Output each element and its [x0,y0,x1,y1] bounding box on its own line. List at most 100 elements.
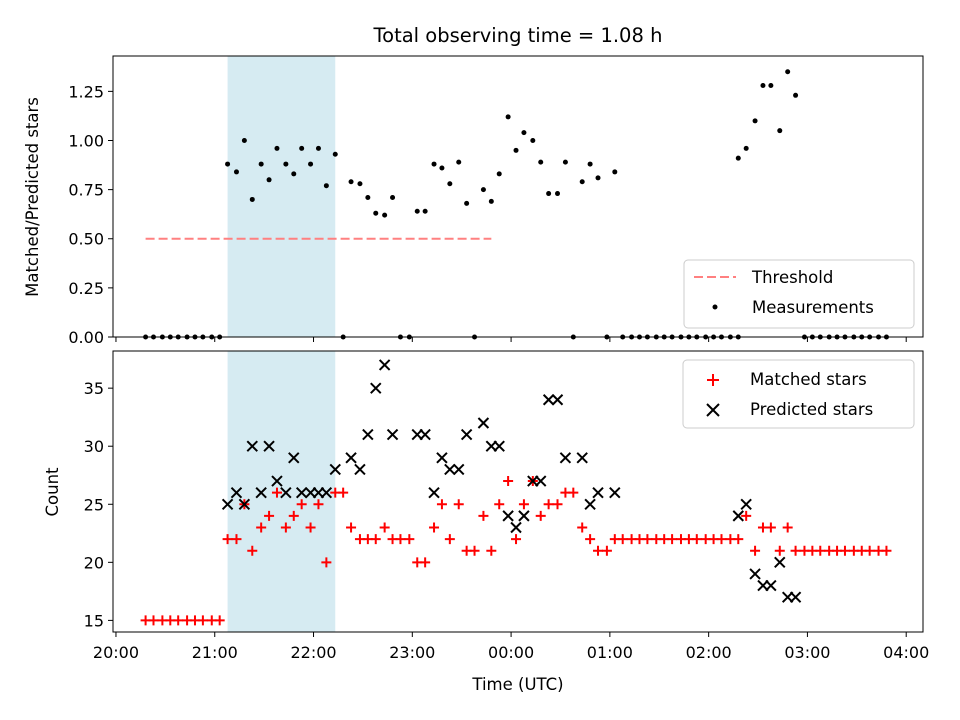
predicted-star-point [370,382,382,394]
matched-star-point [247,545,258,556]
predicted-star-point [542,394,555,406]
predicted-star-point [221,498,234,510]
measurement-point [464,200,470,206]
x-tick-label: 21:00 [192,643,238,662]
measurement-point [612,169,618,175]
matched-star-point [815,545,826,556]
measurement-point [365,194,371,200]
predicted-star-point [419,428,431,441]
measurement-point [373,210,379,216]
matched-star-point [839,545,850,556]
predicted-star-point [320,486,333,499]
matched-star-point [453,499,464,510]
measurement-point [299,145,305,151]
ratio-panel: 0.00 0.25 0.50 0.75 1.00 1.25 Matched/Predict… [23,55,924,347]
measurement-point [266,177,272,183]
y-tick-label: 30 [84,437,104,456]
count-panel: 15 20 25 30 35 20:00 21:00 22:00 23:00 00:00 01:0… [43,350,929,694]
y-tick-label: 15 [84,611,104,630]
matched-star-point [593,545,604,556]
measurement-point [414,208,420,214]
matched-star-point [478,510,489,521]
predicted-star-points [221,359,802,603]
matched-star-point [197,615,208,626]
matched-star-point [280,522,291,533]
measurement-point [456,159,462,165]
y-tick-label: 0.00 [68,328,104,347]
count-axes-frame [112,350,924,633]
matched-star-point [296,499,307,510]
measurement-point [538,159,544,165]
y-tick-label: 0.25 [68,279,104,298]
predicted-star-point [584,498,596,510]
matched-star-point [214,615,225,626]
measurement-point [308,161,314,167]
measurement-points [143,69,889,340]
chart-title: Total observing time = 1.08 h [373,24,663,47]
matched-star-point [256,522,267,533]
measurement-point [357,181,363,187]
y-tick-label: 1.25 [68,82,104,101]
y-tick-label: 20 [84,553,104,572]
count-x-ticks: 20:00 21:00 22:00 23:00 00:00 01:00 02:00 03:00… [93,632,929,662]
measurement-point [752,118,758,124]
predicted-star-point [329,463,341,476]
matched-star-point [667,534,678,545]
predicted-star-point [230,486,243,499]
matched-star-point [503,476,514,487]
matched-star-point [790,545,801,556]
measurement-point [735,155,741,161]
predicted-star-point [493,440,505,452]
count-y-axis-label: Count [43,467,62,517]
predicted-star-point [749,568,761,580]
matched-star-point [511,534,522,545]
measurement-point [291,171,297,177]
matched-star-point [782,522,793,533]
matched-star-point [370,534,381,545]
measurement-point [488,198,494,204]
measurement-point [579,179,585,185]
predicted-star-point [238,498,251,510]
measurement-point [777,128,783,134]
count-legend: Matched stars Predicted stars [682,359,915,429]
matched-star-point [313,499,324,510]
matched-star-point [231,534,242,545]
ratio-legend: Threshold Measurements [683,259,915,329]
x-tick-label: 23:00 [389,643,435,662]
measurement-point [225,161,231,167]
x-tick-label: 02:00 [686,643,732,662]
measurement-point [513,147,519,153]
measurement-point [249,196,255,202]
measurement-point [530,137,536,143]
measurement-point [233,169,239,175]
predicted-star-point [436,452,448,464]
predicted-star-point [271,475,283,487]
measurement-point [258,161,264,167]
matched-star-point [420,557,431,568]
measurement-point [505,114,511,120]
measurement-point [241,137,247,143]
matched-star-point [264,510,275,521]
matched-star-point [148,615,159,626]
legend-predicted-label: Predicted stars [750,400,873,419]
measurement-point [390,194,396,200]
y-tick-label: 0.50 [68,230,104,249]
matched-star-point [494,499,505,510]
predicted-star-point [246,440,258,452]
predicted-star-point [559,452,572,464]
measurement-point [332,151,338,157]
matched-star-point [716,534,727,545]
predicted-star-point [477,417,490,429]
matched-star-point [288,510,299,521]
legend-measurements-label: Measurements [752,298,874,317]
ratio-axes-frame [112,55,924,338]
ratio-x-ticks [115,337,907,342]
measurement-point [439,165,445,171]
measurement-point [555,191,561,197]
matched-star-point [436,499,447,510]
matched-star-point [469,545,480,556]
x-tick-label: 00:00 [488,643,534,662]
count-y-ticks: 15 20 25 30 35 [84,379,113,630]
predicted-star-point [386,428,399,441]
predicted-star-point [460,428,473,441]
